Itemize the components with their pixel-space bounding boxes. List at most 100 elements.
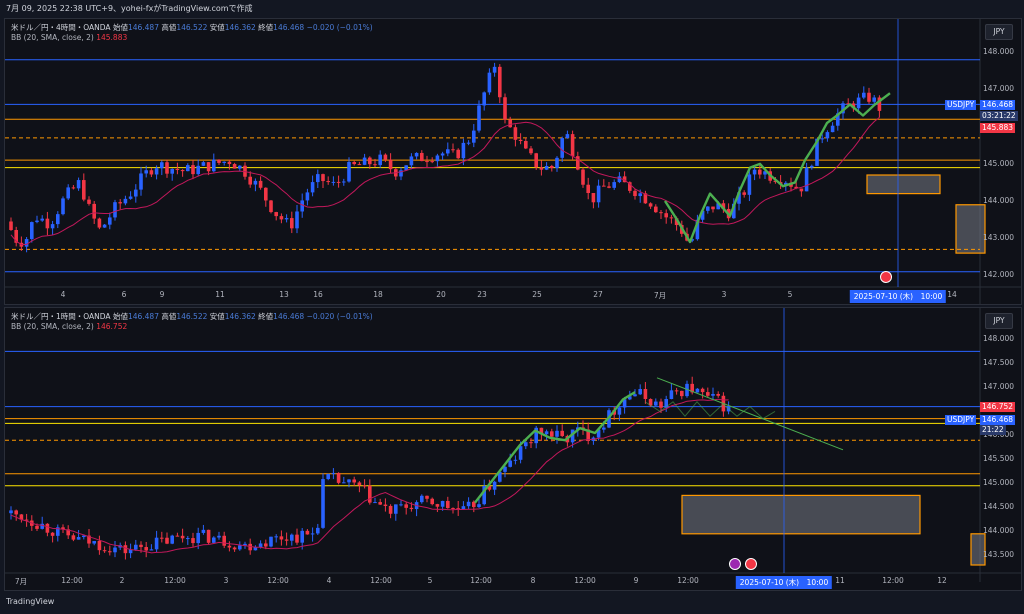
chart-pane-4h[interactable]: 米ドル／円・4時間・OANDA 始値146.487 高値146.522 安値14…: [4, 18, 1022, 305]
symbol-title: 米ドル／円・4時間・OANDA: [11, 23, 111, 32]
candle-body: [472, 501, 476, 508]
candle-body: [61, 198, 65, 215]
us-flag-event-icon[interactable]: [745, 558, 757, 570]
candle-body: [206, 529, 211, 543]
time-tick-label: 9: [159, 290, 165, 299]
candle-body: [539, 167, 544, 170]
projected-wave-line: [644, 401, 776, 420]
event-icon[interactable]: [729, 558, 741, 570]
candle-body: [180, 535, 185, 539]
candle-body: [144, 170, 148, 174]
candle-body: [700, 388, 705, 393]
time-tick-label: 4: [326, 576, 332, 585]
time-tick-label: 9: [633, 576, 639, 585]
candle-body: [711, 206, 715, 210]
price-tick-label: 145.500: [983, 454, 1015, 464]
candle-body: [628, 396, 632, 400]
candle-body: [524, 442, 528, 447]
candle-body: [643, 193, 648, 204]
candle-body: [217, 535, 221, 538]
candle-body: [716, 393, 720, 396]
candle-body: [544, 165, 549, 170]
candle-body: [331, 181, 336, 183]
candle-body: [508, 119, 512, 128]
candle-body: [165, 162, 169, 174]
currency-button[interactable]: JPY: [985, 313, 1013, 329]
time-tick-label: 13: [279, 290, 289, 299]
candle-body: [295, 211, 299, 229]
candle-body: [383, 154, 388, 160]
candle-body: [321, 479, 325, 528]
time-tick-label: 2: [119, 576, 125, 585]
candle-body: [154, 168, 159, 175]
time-tick-label: 12:00: [267, 576, 289, 585]
candle-body: [284, 218, 289, 220]
chart-pane-1h[interactable]: 米ドル／円・1時間・OANDA 始値146.487 高値146.522 安値14…: [4, 307, 1022, 591]
open-value: 146.487: [127, 23, 159, 32]
candle-body: [716, 203, 720, 210]
time-tick-label: 11: [215, 290, 225, 299]
us-flag-event-icon[interactable]: [880, 271, 892, 283]
candle-body: [347, 479, 351, 483]
candle-body: [170, 168, 174, 174]
candle-body: [560, 138, 564, 158]
candle-body: [492, 66, 497, 73]
candle-body: [586, 429, 590, 441]
candle-body: [310, 182, 315, 193]
candle-body: [482, 485, 486, 505]
candle-body: [503, 97, 507, 120]
countdown-tag: 21:22: [980, 425, 1006, 435]
indicator-legend[interactable]: BB (20, SMA, close, 2) 145.883: [11, 33, 127, 42]
candle-body: [87, 535, 91, 544]
candle-body: [191, 165, 195, 175]
candle-body: [222, 161, 226, 163]
candle-body: [108, 551, 112, 553]
candle-body: [253, 547, 258, 551]
time-tick-label: 18: [373, 290, 383, 299]
candle-body: [368, 157, 372, 165]
candle-body: [128, 549, 133, 554]
candle-body: [180, 170, 185, 172]
chart-canvas-1h[interactable]: [5, 308, 1022, 591]
indicator-legend[interactable]: BB (20, SMA, close, 2) 146.752: [11, 322, 127, 331]
candle-body: [61, 527, 65, 530]
candle-body: [664, 399, 668, 408]
time-tick-label: 27: [593, 290, 603, 299]
candle-body: [253, 180, 258, 185]
candle-body: [518, 446, 523, 460]
zone-rectangle: [681, 494, 921, 535]
candle-body: [622, 176, 627, 183]
chart-canvas-4h[interactable]: [5, 19, 1022, 305]
candle-body: [534, 153, 538, 168]
candle-body: [331, 472, 336, 474]
candle-body: [643, 389, 648, 400]
candle-body: [700, 210, 705, 220]
candle-body: [352, 162, 356, 165]
candle-body: [581, 169, 585, 185]
price-tick-label: 143.000: [983, 233, 1015, 243]
price-tick-label: 148.000: [983, 47, 1015, 57]
candle-body: [477, 504, 481, 508]
candle-body: [134, 544, 138, 550]
currency-button[interactable]: JPY: [985, 24, 1013, 40]
candle-body: [170, 535, 174, 544]
candle-body: [118, 202, 122, 204]
close-value: 146.468: [273, 312, 305, 321]
price-tick-label: 148.000: [983, 334, 1015, 344]
time-tick-label: 6: [121, 290, 127, 299]
candle-body: [409, 156, 414, 166]
candle-body: [196, 165, 200, 175]
candle-body: [440, 500, 445, 507]
bb-value-tag: 145.883: [980, 123, 1016, 133]
candle-body: [383, 504, 388, 506]
candle-body: [305, 192, 310, 201]
candle-body: [799, 188, 804, 192]
candle-body: [737, 192, 741, 204]
candle-body: [513, 459, 518, 461]
symbol-tag: USDJPY: [945, 100, 977, 110]
candle-body: [196, 532, 200, 544]
candle-body: [24, 239, 29, 247]
candle-body: [290, 534, 294, 541]
elliott-wave-line: [474, 391, 636, 504]
candle-body: [414, 152, 419, 157]
